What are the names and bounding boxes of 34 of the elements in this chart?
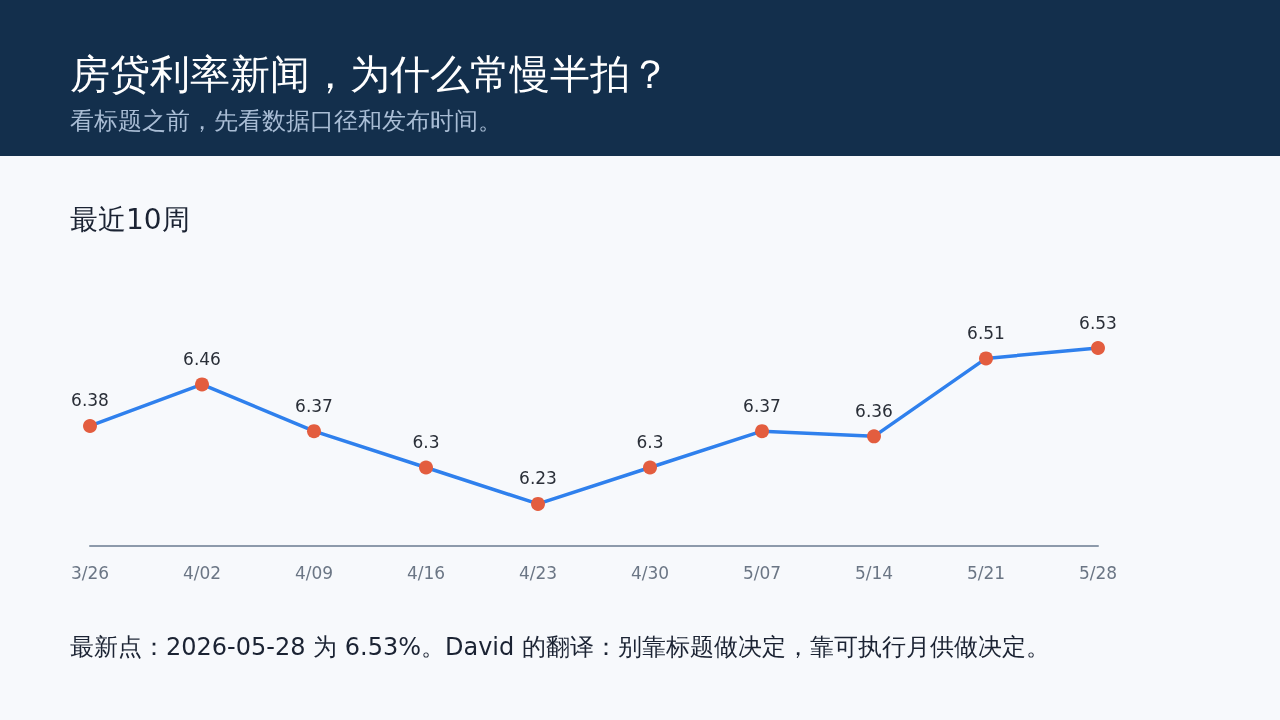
data-label: 6.37 bbox=[743, 395, 781, 416]
point bbox=[531, 496, 545, 511]
point bbox=[1091, 341, 1105, 355]
data-label: 6.3 bbox=[636, 432, 664, 453]
data-label: 6.3 bbox=[412, 432, 440, 453]
x-tick-label: 5/21 bbox=[966, 562, 1006, 583]
x-tick-label: 5/28 bbox=[1078, 562, 1118, 583]
x-tick-label: 4/02 bbox=[182, 562, 222, 583]
point bbox=[195, 377, 209, 392]
point bbox=[867, 429, 881, 444]
data-label: 6.46 bbox=[183, 348, 221, 369]
data-label: 6.51 bbox=[967, 322, 1005, 343]
text: 最近10周 bbox=[70, 202, 190, 236]
data-label: 6.37 bbox=[295, 395, 333, 416]
x-tick-label: 4/23 bbox=[518, 562, 558, 583]
point bbox=[643, 460, 657, 475]
x-tick-label: 4/30 bbox=[630, 562, 670, 583]
text: 最新点：2026-05-28 为 6.53%。David 的翻译：别靠标题做决定，靠可执行月供做决定。 bbox=[70, 633, 1050, 661]
data-label: 6.38 bbox=[71, 390, 109, 411]
data-label: 6.53 bbox=[1079, 312, 1117, 333]
chart-subtitle: 看标题之前，先看数据口径和发布时间。 bbox=[70, 107, 502, 135]
x-tick-label: 3/26 bbox=[70, 562, 110, 583]
point bbox=[979, 351, 993, 366]
x-tick-label: 4/16 bbox=[406, 562, 446, 583]
x-tick-label: 5/07 bbox=[742, 562, 782, 583]
chart-title: 房贷利率新闻，为什么常慢半拍？ bbox=[70, 51, 670, 97]
data-label: 6.23 bbox=[519, 468, 557, 489]
point bbox=[83, 418, 97, 433]
point bbox=[755, 424, 769, 439]
data-label: 6.36 bbox=[855, 400, 893, 421]
point bbox=[307, 424, 321, 439]
x-tick-label: 4/09 bbox=[294, 562, 334, 583]
x-tick-label: 5/14 bbox=[854, 562, 894, 583]
point bbox=[419, 460, 433, 475]
